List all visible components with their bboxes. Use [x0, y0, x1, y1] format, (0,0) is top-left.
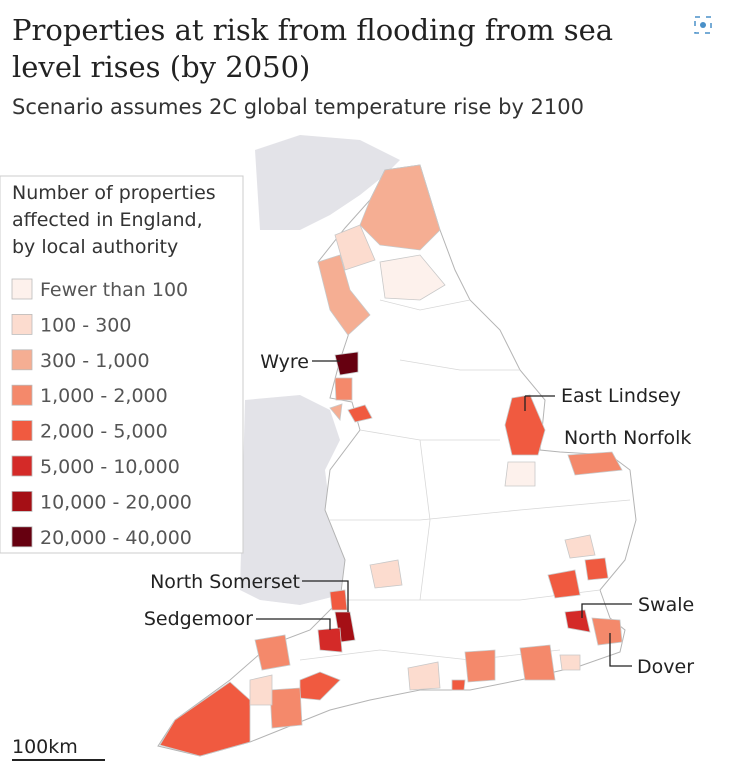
- legend-label: 20,000 - 40,000: [40, 527, 192, 549]
- local-authority: [591, 617, 623, 646]
- icon-frame: [694, 16, 712, 34]
- local-authority: [547, 569, 581, 599]
- local-authority: [334, 377, 353, 401]
- legend-label: 300 - 1,000: [40, 350, 150, 372]
- legend-swatch: [11, 313, 33, 335]
- local-authority: [359, 164, 441, 251]
- leader-line: [581, 603, 632, 618]
- local-authority: [249, 674, 273, 706]
- legend-swatch: [11, 526, 33, 548]
- expand-icon[interactable]: [694, 16, 712, 34]
- local-authority: [407, 661, 441, 691]
- leader-line: [256, 618, 331, 630]
- legend-label: 1,000 - 2,000: [40, 385, 168, 407]
- title-line: level rises (by 2050): [12, 50, 310, 84]
- annotation: Swale: [638, 594, 694, 616]
- legend-title: by local authority: [12, 236, 178, 258]
- annotation: Sedgemoor: [144, 608, 253, 630]
- annotation: East Lindsey: [561, 385, 681, 407]
- local-authority: [379, 254, 446, 301]
- local-authority: [559, 654, 581, 671]
- legend-swatch: [11, 278, 33, 300]
- local-authority: [269, 687, 303, 729]
- legend-box: [0, 175, 244, 554]
- local-authority: [464, 649, 496, 683]
- subtitle: Scenario assumes 2C global temperature r…: [12, 95, 584, 119]
- local-authority: [334, 351, 359, 376]
- icon-dot: [700, 22, 706, 28]
- local-authority: [369, 559, 403, 589]
- legend-swatch: [11, 420, 33, 442]
- local-authority: [567, 451, 623, 476]
- annotations: Wyre East Lindsey North Norfolk North So…: [144, 351, 694, 678]
- legend-label: 2,000 - 5,000: [40, 421, 168, 443]
- local-authority: [519, 644, 556, 681]
- legend-swatch: [11, 490, 33, 512]
- leader-line: [609, 633, 632, 667]
- local-authority: [334, 224, 376, 271]
- local-authority: [564, 534, 596, 559]
- leader-line: [524, 395, 555, 411]
- local-authority: [159, 681, 251, 757]
- wales: [240, 395, 345, 605]
- leader-line: [302, 580, 349, 612]
- annotation: North Norfolk: [564, 427, 691, 449]
- legend-title: affected in England,: [12, 209, 203, 231]
- local-authority: [254, 634, 291, 671]
- boundaries: [299, 299, 631, 661]
- annotation: Dover: [637, 656, 694, 678]
- annotation: Wyre: [260, 351, 309, 373]
- legend-label: Fewer than 100: [40, 279, 188, 301]
- local-authority: [317, 254, 371, 336]
- legend-swatch: [11, 384, 33, 406]
- local-authority: [504, 461, 536, 487]
- local-authority: [584, 557, 609, 581]
- legend-label: 10,000 - 20,000: [40, 491, 192, 513]
- legend-swatch: [11, 455, 33, 477]
- local-authority: [329, 589, 348, 611]
- local-authority: [329, 403, 343, 421]
- local-authority: [564, 609, 591, 633]
- legend-swatch: [11, 349, 33, 371]
- annotation: North Somerset: [150, 571, 300, 593]
- scale-label: 100km: [12, 736, 78, 758]
- local-authority: [317, 627, 343, 653]
- boundary-lines: [299, 299, 631, 661]
- legend-label: 5,000 - 10,000: [40, 456, 180, 478]
- scotland: [255, 135, 400, 230]
- legend: Number of properties affected in England…: [0, 175, 244, 554]
- legend-title: Number of properties: [12, 182, 216, 204]
- local-authority: [451, 679, 466, 691]
- title-line: Properties at risk from flooding from se…: [12, 13, 613, 47]
- legend-label: 100 - 300: [40, 314, 131, 336]
- regions: [159, 164, 623, 757]
- local-authority: [347, 404, 373, 423]
- local-authority: [504, 394, 546, 456]
